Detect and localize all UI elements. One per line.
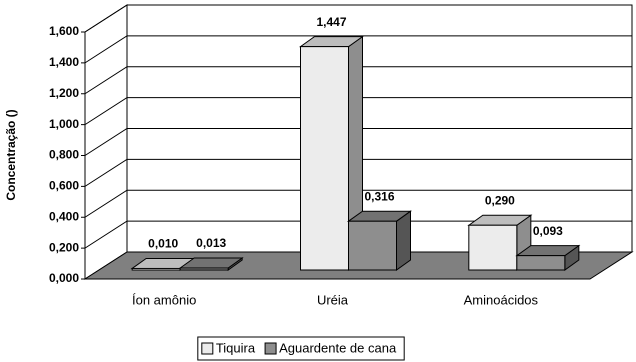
x-tick-label: Íon amônio	[132, 292, 196, 307]
y-tick-label: 0,800	[49, 148, 79, 162]
y-tick-label: 1,200	[49, 86, 79, 100]
y-tick-label: 0,600	[49, 179, 79, 193]
legend-swatch	[201, 342, 214, 355]
y-tick-label: 1,400	[49, 55, 79, 69]
value-label: 0,010	[148, 237, 178, 251]
grid-line	[84, 4, 632, 33]
x-tick-label: Uréia	[317, 292, 349, 307]
y-tick-label: 1,600	[49, 24, 79, 38]
bar	[348, 220, 397, 271]
y-tick-label: 0,400	[49, 209, 79, 223]
legend-label: Tiquira	[216, 340, 256, 355]
bar	[131, 267, 181, 271]
y-axis-title: Concentração ()	[4, 109, 18, 200]
grid-line	[84, 66, 632, 95]
value-label: 1,447	[316, 15, 346, 29]
grid-line	[84, 220, 632, 249]
grid-line	[84, 35, 632, 64]
grid-line	[84, 128, 632, 156]
bar	[516, 255, 566, 271]
y-tick-label: 0,200	[49, 240, 79, 254]
legend-box	[197, 336, 405, 361]
x-tick-label: Aminoácidos	[464, 292, 539, 307]
legend-label: Aguardente de cana	[279, 340, 397, 355]
grid-line	[84, 97, 632, 126]
bar	[468, 224, 518, 271]
bar	[179, 267, 229, 271]
value-label: 0,290	[485, 193, 515, 207]
grid-line	[84, 158, 632, 187]
value-label: 0,316	[364, 189, 394, 203]
y-tick-label: 1,000	[49, 117, 79, 131]
value-label: 0,013	[196, 236, 226, 250]
legend-swatch	[264, 342, 277, 355]
bar	[300, 46, 349, 271]
grid-line	[84, 189, 632, 218]
y-tick-label: 0,000	[49, 271, 79, 285]
value-label: 0,093	[533, 224, 563, 238]
